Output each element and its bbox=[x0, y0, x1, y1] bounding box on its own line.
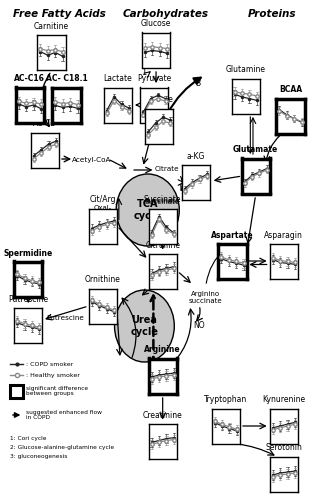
Text: Succinate: Succinate bbox=[145, 198, 180, 204]
Text: a-KG: a-KG bbox=[187, 152, 205, 161]
Text: AC-C16: AC-C16 bbox=[15, 74, 45, 84]
Text: 3: gluconeogenesis: 3: gluconeogenesis bbox=[10, 454, 67, 459]
Text: 1: Cori cycle: 1: Cori cycle bbox=[10, 436, 46, 441]
Text: Alanine: Alanine bbox=[145, 96, 174, 104]
Text: Arginino
succinate: Arginino succinate bbox=[188, 291, 222, 304]
Text: Oxal-
acetate: Oxal- acetate bbox=[89, 204, 116, 218]
Ellipse shape bbox=[115, 290, 174, 362]
Text: AC-C2: AC-C2 bbox=[33, 120, 56, 128]
Text: Glutamine: Glutamine bbox=[226, 66, 266, 74]
Text: Carnitine: Carnitine bbox=[34, 22, 69, 31]
Text: Creatinine: Creatinine bbox=[143, 410, 183, 420]
Text: Aspartate: Aspartate bbox=[211, 230, 254, 239]
Text: 2: Glucose-alanine-glutamine cycle: 2: Glucose-alanine-glutamine cycle bbox=[10, 445, 114, 450]
Text: Asparagin: Asparagin bbox=[264, 230, 303, 239]
Text: : COPD smoker: : COPD smoker bbox=[26, 362, 73, 366]
Text: 1: 1 bbox=[141, 68, 146, 77]
Text: Spermidine: Spermidine bbox=[4, 248, 53, 258]
Text: Kynurenine: Kynurenine bbox=[262, 396, 305, 404]
Text: BCAA: BCAA bbox=[279, 86, 302, 94]
Text: Tryptophan: Tryptophan bbox=[204, 396, 247, 404]
Text: Carbohydrates: Carbohydrates bbox=[123, 9, 209, 19]
Ellipse shape bbox=[116, 174, 179, 246]
Text: significant difference
between groups: significant difference between groups bbox=[26, 386, 88, 396]
Text: Succinate: Succinate bbox=[145, 199, 180, 205]
Text: Citrulline: Citrulline bbox=[145, 240, 180, 250]
Text: Proteins: Proteins bbox=[248, 9, 296, 19]
Text: 3: 3 bbox=[195, 80, 200, 88]
Text: Succinate: Succinate bbox=[144, 196, 181, 204]
FancyBboxPatch shape bbox=[10, 384, 23, 398]
Text: 2: 2 bbox=[141, 108, 146, 117]
Text: Putrescine: Putrescine bbox=[8, 294, 48, 304]
Text: Acetyl-CoA: Acetyl-CoA bbox=[72, 157, 111, 163]
Text: Lactate: Lactate bbox=[104, 74, 132, 84]
Text: Urea
cycle: Urea cycle bbox=[130, 315, 158, 337]
Text: Glucose: Glucose bbox=[141, 20, 171, 28]
Text: Serotonin: Serotonin bbox=[265, 444, 302, 452]
Text: NO: NO bbox=[193, 322, 205, 330]
Text: Putrescine: Putrescine bbox=[46, 315, 84, 321]
Text: AC- C18.1: AC- C18.1 bbox=[45, 74, 87, 84]
Text: Cit/Arg: Cit/Arg bbox=[90, 196, 116, 204]
Text: Glutamate: Glutamate bbox=[233, 146, 278, 154]
Text: Free Fatty Acids: Free Fatty Acids bbox=[13, 9, 106, 19]
Text: Ornithine: Ornithine bbox=[85, 276, 121, 284]
Text: Citrate: Citrate bbox=[155, 166, 180, 172]
Text: TCA
cycle: TCA cycle bbox=[134, 199, 162, 221]
Text: Arginine: Arginine bbox=[144, 346, 181, 354]
Text: : Healthy smoker: : Healthy smoker bbox=[26, 372, 80, 378]
Text: suggested enhanced flow
in COPD: suggested enhanced flow in COPD bbox=[26, 410, 102, 420]
Text: Pyruvate: Pyruvate bbox=[137, 74, 172, 84]
